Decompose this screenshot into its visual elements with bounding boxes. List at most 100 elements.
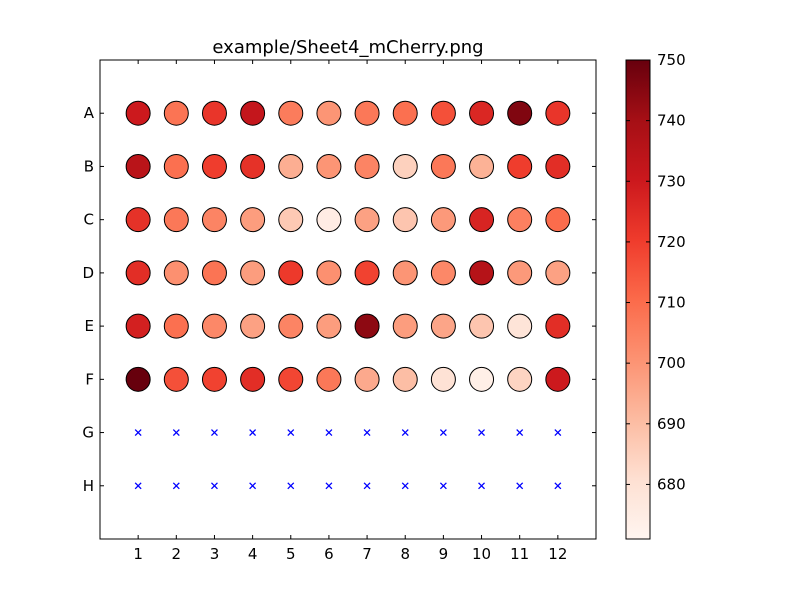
- well-B9: [430, 153, 456, 179]
- x-tick-label: 8: [400, 545, 410, 563]
- empty-well-marker: [172, 482, 180, 490]
- well-B1: [125, 153, 151, 179]
- well-D10: [469, 260, 495, 286]
- well-E9: [430, 313, 456, 339]
- well-F11: [507, 366, 533, 392]
- well-A5: [278, 100, 304, 126]
- colorbar-tick-label: 710: [657, 294, 686, 312]
- well-D12: [545, 260, 571, 286]
- well-B11: [507, 153, 533, 179]
- empty-well-marker: [211, 429, 218, 437]
- colorbar-gradient: [625, 59, 651, 540]
- well-D9: [430, 260, 456, 286]
- x-tick-label: 1: [133, 545, 143, 563]
- empty-well-marker: [439, 429, 447, 437]
- y-tick-label: H: [83, 477, 94, 495]
- x-tick-label: 11: [510, 545, 529, 563]
- colorbar-tick-label: 720: [657, 233, 686, 251]
- well-F12: [545, 366, 571, 392]
- well-D4: [240, 260, 266, 286]
- well-A11: [507, 100, 533, 126]
- well-C3: [201, 207, 227, 233]
- well-A12: [545, 100, 571, 126]
- well-C1: [125, 207, 151, 233]
- well-B2: [163, 153, 189, 179]
- well-A6: [316, 100, 342, 126]
- well-B3: [201, 153, 227, 179]
- x-axis: 1 2 3 4 5 6 7 8 9 10 11 12: [133, 60, 567, 563]
- well-F8: [392, 366, 418, 392]
- well-C2: [163, 207, 189, 233]
- well-C11: [507, 207, 533, 233]
- empty-well-marker: [211, 482, 218, 490]
- colorbar-tick-label: 680: [657, 475, 686, 493]
- y-tick-label: G: [82, 424, 94, 442]
- colorbar-tick-label: 700: [657, 354, 686, 372]
- well-B4: [240, 153, 266, 179]
- well-F2: [163, 366, 189, 392]
- well-F1: [125, 366, 151, 392]
- well-A9: [430, 100, 456, 126]
- well-F3: [201, 366, 227, 392]
- well-C6: [316, 207, 342, 233]
- well-E5: [278, 313, 304, 339]
- colorbar: 680 690 700 710 720 730 740 750: [625, 51, 686, 540]
- well-C9: [430, 207, 456, 233]
- well-D2: [163, 260, 189, 286]
- well-C10: [469, 207, 495, 233]
- x-tick-label: 9: [439, 545, 449, 563]
- well-E4: [240, 313, 266, 339]
- plot-area: [125, 100, 571, 490]
- well-B12: [545, 153, 571, 179]
- empty-well-marker: [249, 429, 257, 437]
- x-tick-label: 6: [324, 545, 334, 563]
- y-tick-label: B: [84, 157, 94, 175]
- x-tick-label: 2: [172, 545, 182, 563]
- empty-well-marker: [401, 429, 409, 437]
- empty-well-marker: [287, 429, 295, 437]
- empty-well-marker: [249, 482, 257, 490]
- colorbar-tick-label: 730: [657, 172, 686, 190]
- well-E10: [469, 313, 495, 339]
- empty-well-marker: [325, 429, 333, 437]
- well-F4: [240, 366, 266, 392]
- well-E6: [316, 313, 342, 339]
- well-D11: [507, 260, 533, 286]
- x-tick-label: 7: [362, 545, 372, 563]
- y-tick-label: F: [85, 370, 94, 388]
- well-A7: [354, 100, 380, 126]
- empty-well-marker: [478, 429, 485, 437]
- well-F5: [278, 366, 304, 392]
- well-E8: [392, 313, 418, 339]
- well-A1: [125, 100, 151, 126]
- well-B5: [278, 153, 304, 179]
- empty-well-marker: [325, 482, 333, 490]
- empty-well-marker: [363, 482, 371, 490]
- well-A3: [201, 100, 227, 126]
- colorbar-tick-label: 750: [657, 51, 686, 69]
- empty-well-marker: [401, 482, 409, 490]
- empty-well-marker: [363, 429, 371, 437]
- well-A2: [163, 100, 189, 126]
- well-E1: [125, 313, 151, 339]
- well-F9: [430, 366, 456, 392]
- well-D1: [125, 260, 151, 286]
- y-tick-label: C: [84, 211, 94, 229]
- plot-frame: [99, 59, 597, 540]
- x-tick-label: 4: [248, 545, 258, 563]
- colorbar-tick-label: 690: [657, 415, 686, 433]
- x-tick-label: 3: [210, 545, 220, 563]
- x-tick-label: 5: [286, 545, 296, 563]
- well-A10: [469, 100, 495, 126]
- empty-well-marker: [134, 429, 142, 437]
- well-B10: [469, 153, 495, 179]
- well-F7: [354, 366, 380, 392]
- well-C8: [392, 207, 418, 233]
- well-F6: [316, 366, 342, 392]
- empty-well-marker: [516, 482, 524, 490]
- well-A4: [240, 100, 266, 126]
- well-B7: [354, 153, 380, 179]
- x-tick-label: 10: [472, 545, 491, 563]
- well-D7: [354, 260, 380, 286]
